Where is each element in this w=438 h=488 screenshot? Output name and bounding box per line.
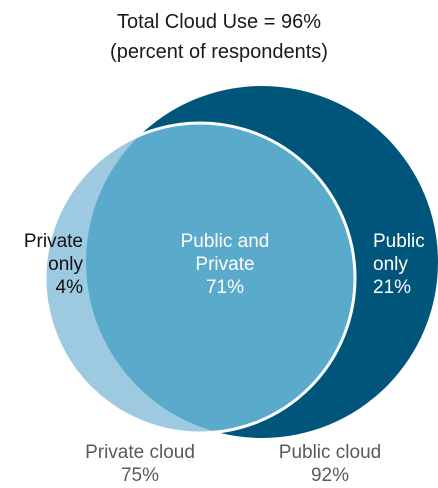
private-cloud-set-label: Private cloud 75% [40,441,240,487]
public-cloud-set-name: Public cloud [278,442,382,463]
public-cloud-set-label: Public cloud 92% [240,441,420,487]
private-cloud-outline [43,121,357,435]
public-only-label-line2: only [373,254,408,275]
overlap-label-line2: Private [195,254,255,275]
diagram-subtitle: (percent of respondents) [110,41,328,63]
overlap-label-line1: Public and [180,231,270,252]
overlap-value: 71% [205,277,245,298]
private-only-value: 4% [55,277,83,298]
private-cloud-set-value: 75% [120,465,160,486]
private-only-label: Private only 4% [0,230,83,299]
public-cloud-set-value: 92% [310,465,350,486]
public-only-label-line1: Public [373,231,425,252]
public-only-value: 21% [373,277,412,298]
overlap-label: Public and Private 71% [155,230,295,299]
private-only-label-line2: only [48,254,83,275]
diagram-title: Total Cloud Use = 96% [116,11,321,33]
private-cloud-set-name: Private cloud [85,442,195,463]
public-only-label: Public only 21% [373,230,438,299]
private-only-label-line1: Private [23,231,83,252]
